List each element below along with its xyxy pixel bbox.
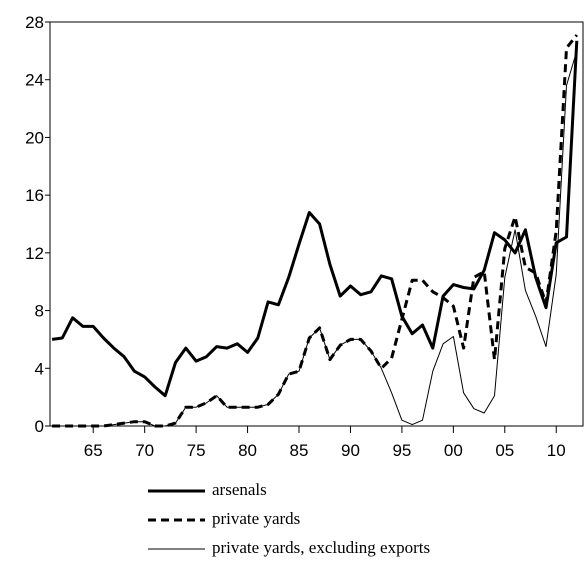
x-tick-label: 10 [547, 441, 566, 460]
y-tick-label: 20 [25, 128, 44, 147]
x-tick-label: 75 [187, 441, 206, 460]
y-tick-label: 4 [35, 359, 44, 378]
x-tick-label: 65 [84, 441, 103, 460]
y-tick-label: 28 [25, 13, 44, 32]
legend-label: arsenals [212, 480, 267, 499]
x-tick-label: 80 [238, 441, 257, 460]
x-tick-label: 95 [392, 441, 411, 460]
x-tick-label: 85 [290, 441, 309, 460]
y-tick-label: 12 [25, 244, 44, 263]
series-line [51, 40, 579, 398]
x-tick-label: 00 [444, 441, 463, 460]
y-tick-label: 8 [35, 302, 44, 321]
series-line [52, 50, 578, 427]
series-line [52, 34, 578, 428]
legend-label: private yards [212, 509, 300, 528]
legend-label: private yards, excluding exports [212, 538, 430, 557]
y-tick-label: 16 [25, 186, 44, 205]
x-tick-label: 90 [341, 441, 360, 460]
x-tick-label: 70 [135, 441, 154, 460]
plot-frame [49, 21, 584, 427]
x-tick-label: 05 [495, 441, 514, 460]
y-tick-label: 24 [25, 71, 44, 90]
y-tick-label: 0 [35, 417, 44, 436]
